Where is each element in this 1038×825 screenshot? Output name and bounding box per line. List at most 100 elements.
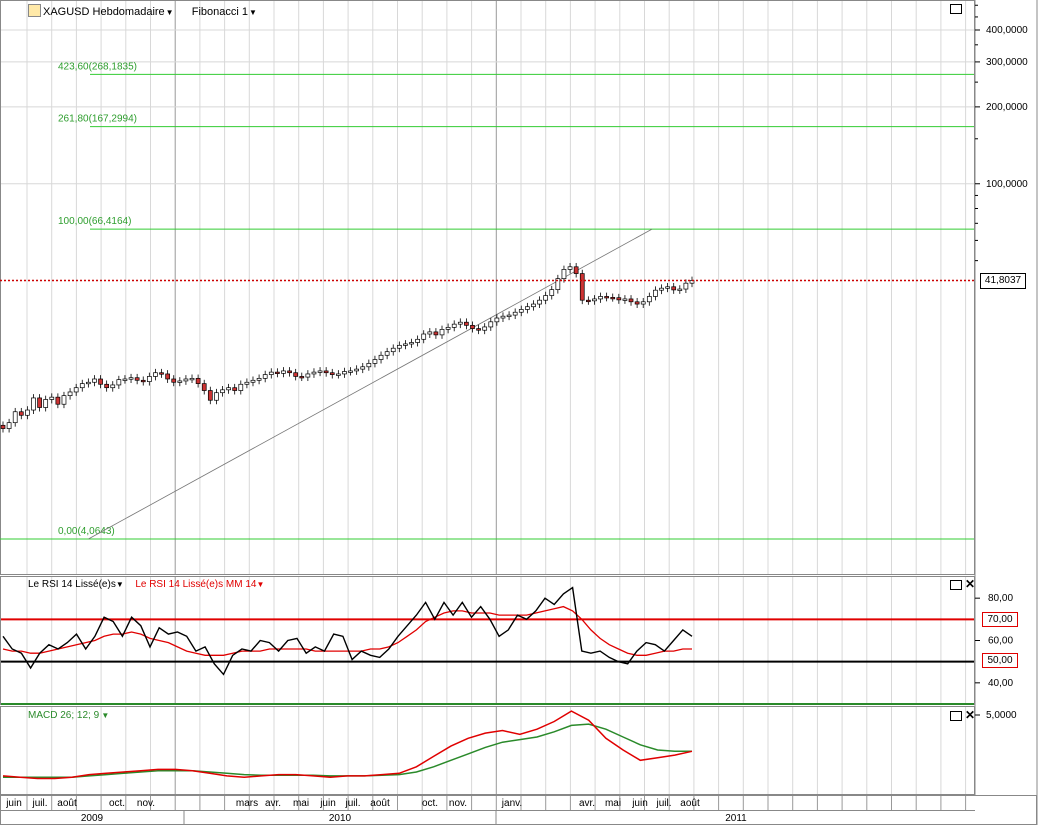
macd-maximize-button[interactable]	[950, 711, 962, 721]
candle-down	[195, 377, 201, 384]
candle-down	[18, 411, 24, 416]
candle-down	[628, 298, 634, 303]
month-label: janv.	[501, 798, 522, 809]
candle-down	[207, 390, 213, 401]
candle-down	[323, 370, 329, 374]
price-tick-label: 100,0000	[986, 179, 1028, 190]
candle-up	[421, 333, 427, 340]
month-label: juin	[5, 798, 22, 809]
candle-down	[329, 372, 335, 375]
candle-up	[360, 366, 366, 370]
month-label: juil.	[344, 798, 360, 809]
candle-down	[55, 396, 61, 405]
candle-up	[268, 371, 274, 375]
rsi-title: Le RSI 14 Lissé(e)s▼ Le RSI 14 Lissé(e)s…	[28, 579, 264, 590]
candle-up	[342, 371, 347, 375]
candle-down	[604, 296, 609, 299]
candle-up	[640, 301, 646, 305]
candle-up	[427, 331, 433, 335]
macd-close-icon[interactable]: ✕	[965, 708, 976, 722]
rsi-maximize-button[interactable]	[950, 580, 962, 590]
macd-dropdown-icon[interactable]: ▼	[99, 711, 110, 720]
candle-up	[110, 384, 116, 389]
rsi-tick-label: 40,00	[988, 678, 1013, 689]
candle-up	[354, 368, 359, 372]
rsi-tick-label: 80,00	[988, 593, 1013, 604]
month-label: juin	[319, 798, 336, 809]
rsi-close-icon[interactable]: ✕	[965, 577, 976, 591]
month-label: oct.	[109, 798, 125, 809]
candle-up	[336, 373, 341, 376]
macd-title: MACD 26; 12; 9 ▼	[28, 710, 109, 721]
candle-up	[317, 370, 323, 373]
candle-up	[311, 371, 317, 375]
candle-up	[457, 321, 463, 325]
candle-up	[67, 391, 73, 397]
pencil-icon[interactable]	[28, 4, 41, 17]
candle-down	[37, 397, 42, 408]
candle-down	[275, 371, 280, 374]
candle-up	[122, 378, 128, 381]
study-dropdown-icon[interactable]: ▼	[248, 8, 257, 17]
candle-up	[592, 298, 597, 302]
candle-up	[238, 383, 244, 391]
candle-down	[159, 372, 164, 375]
candle-up	[622, 298, 628, 301]
month-label: août	[680, 798, 700, 809]
candle-down	[171, 378, 177, 383]
candle-down	[573, 266, 579, 274]
candle-down	[299, 376, 305, 379]
candle-up	[244, 381, 250, 385]
candle-up	[262, 374, 268, 379]
candle-up	[256, 377, 262, 381]
candle-up	[92, 378, 97, 383]
candle-up	[415, 338, 420, 343]
candle-up	[116, 379, 122, 386]
year-label: 2009	[81, 813, 104, 824]
candle-up	[226, 387, 231, 391]
maximize-button[interactable]	[950, 4, 962, 14]
candle-up	[409, 342, 414, 345]
candle-up	[220, 389, 225, 394]
macd-tick-label: 5,0000	[986, 710, 1017, 721]
candle-up	[537, 299, 542, 305]
month-label: juil.	[31, 798, 47, 809]
month-label: mai	[293, 798, 309, 809]
study-selector[interactable]: Fibonacci 1	[191, 6, 248, 18]
rsi-dropdown-icon[interactable]: ▼	[115, 580, 124, 589]
candle-up	[177, 380, 183, 383]
rsi-overbought-label: 70,00	[982, 612, 1018, 627]
candle-up	[61, 395, 67, 405]
candle-up	[73, 387, 79, 393]
candle-up	[183, 378, 189, 382]
candle-up	[482, 326, 488, 331]
candle-up	[189, 377, 195, 381]
candle-down	[616, 297, 622, 301]
candle-up	[555, 278, 561, 290]
candle-down	[585, 299, 591, 303]
rsi-label[interactable]: Le RSI 14 Lissé(e)s	[28, 579, 116, 590]
fib-level-label: 0,00(4,0643)	[58, 526, 115, 537]
symbol-dropdown-icon[interactable]: ▼	[165, 8, 174, 17]
candle-up	[403, 343, 408, 346]
candle-up	[445, 326, 451, 330]
candle-up	[531, 303, 536, 308]
candle-up	[646, 296, 652, 303]
candle-up	[378, 354, 384, 360]
symbol-selector[interactable]: XAGUSD Hebdomadaire	[43, 6, 165, 18]
candle-up	[506, 314, 512, 317]
macd-label[interactable]: MACD 26; 12; 9	[28, 710, 100, 721]
rsi-ma-label[interactable]: Le RSI 14 Lissé(e)s MM 14	[135, 579, 257, 590]
month-label: nov.	[137, 798, 155, 809]
price-tick-label: 300,0000	[986, 57, 1028, 68]
candle-down	[610, 297, 616, 300]
candle-down	[134, 377, 140, 381]
rsi-ma-dropdown-icon[interactable]: ▼	[256, 580, 265, 589]
candle-up	[25, 409, 30, 416]
candle-up	[451, 323, 457, 328]
candle-up	[305, 373, 311, 378]
candle-up	[146, 376, 152, 382]
macd-line	[2, 710, 693, 780]
candle-down	[634, 301, 640, 305]
